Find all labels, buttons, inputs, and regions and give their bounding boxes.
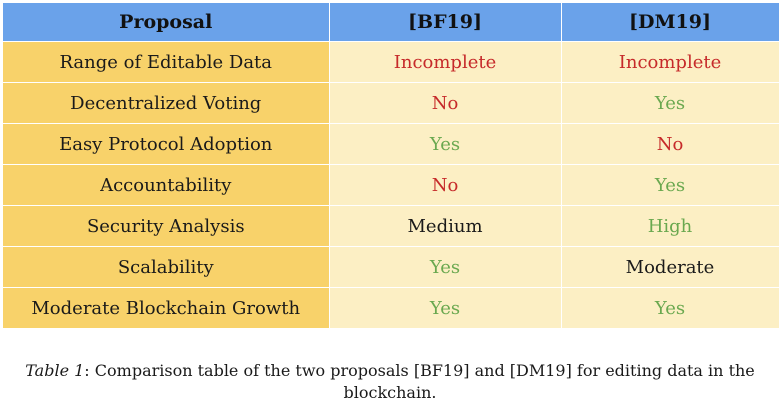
dm19-value: Yes (561, 164, 780, 206)
bf19-value: Yes (329, 287, 562, 329)
dm19-value: Yes (561, 287, 780, 329)
row-label: Range of Editable Data (3, 41, 330, 83)
row-label: Decentralized Voting (3, 82, 330, 124)
bf19-value: Medium (329, 205, 562, 247)
caption-label: Table 1 (25, 361, 85, 380)
table-row: Decentralized Voting No Yes (3, 82, 780, 124)
dm19-value: No (561, 123, 780, 165)
dm19-value: High (561, 205, 780, 247)
table-row: Scalability Yes Moderate (3, 246, 780, 288)
table-row: Range of Editable Data Incomplete Incomp… (3, 41, 780, 83)
row-label: Easy Protocol Adoption (3, 123, 330, 165)
bf19-value: Incomplete (329, 41, 562, 83)
comparison-table: Proposal [BF19] [DM19] Range of Editable… (3, 3, 780, 329)
bf19-value: No (329, 164, 562, 206)
bf19-value: Yes (329, 123, 562, 165)
dm19-value: Moderate (561, 246, 780, 288)
bf19-value: Yes (329, 246, 562, 288)
header-dm19: [DM19] (561, 3, 780, 42)
row-label: Moderate Blockchain Growth (3, 287, 330, 329)
table-caption: Table 1: Comparison table of the two pro… (0, 360, 780, 404)
bf19-value: No (329, 82, 562, 124)
table-row: Easy Protocol Adoption Yes No (3, 123, 780, 165)
table-row: Moderate Blockchain Growth Yes Yes (3, 287, 780, 329)
comparison-table-container: Proposal [BF19] [DM19] Range of Editable… (3, 3, 780, 329)
row-label: Accountability (3, 164, 330, 206)
caption-text-line2: blockchain. (343, 383, 437, 402)
header-row: Proposal [BF19] [DM19] (3, 3, 780, 42)
caption-text: : Comparison table of the two proposals … (84, 361, 755, 380)
header-proposal: Proposal (3, 3, 330, 42)
table-row: Security Analysis Medium High (3, 205, 780, 247)
row-label: Scalability (3, 246, 330, 288)
dm19-value: Yes (561, 82, 780, 124)
header-bf19: [BF19] (329, 3, 562, 42)
row-label: Security Analysis (3, 205, 330, 247)
table-row: Accountability No Yes (3, 164, 780, 206)
dm19-value: Incomplete (561, 41, 780, 83)
